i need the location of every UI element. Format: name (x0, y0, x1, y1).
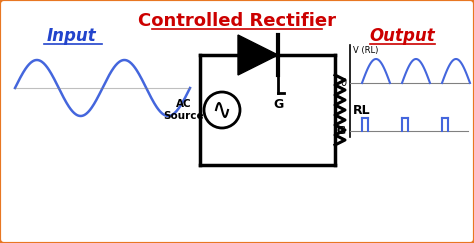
Text: Output: Output (369, 27, 435, 45)
Text: Input: Input (47, 27, 97, 45)
Text: AC
Source: AC Source (164, 99, 204, 121)
Text: G: G (337, 126, 346, 136)
Polygon shape (238, 35, 278, 75)
Text: RL: RL (353, 104, 371, 116)
Text: Controlled Rectifier: Controlled Rectifier (138, 12, 336, 30)
Text: 0: 0 (341, 78, 347, 88)
Text: V (RL): V (RL) (353, 46, 378, 55)
Text: G: G (274, 98, 284, 112)
